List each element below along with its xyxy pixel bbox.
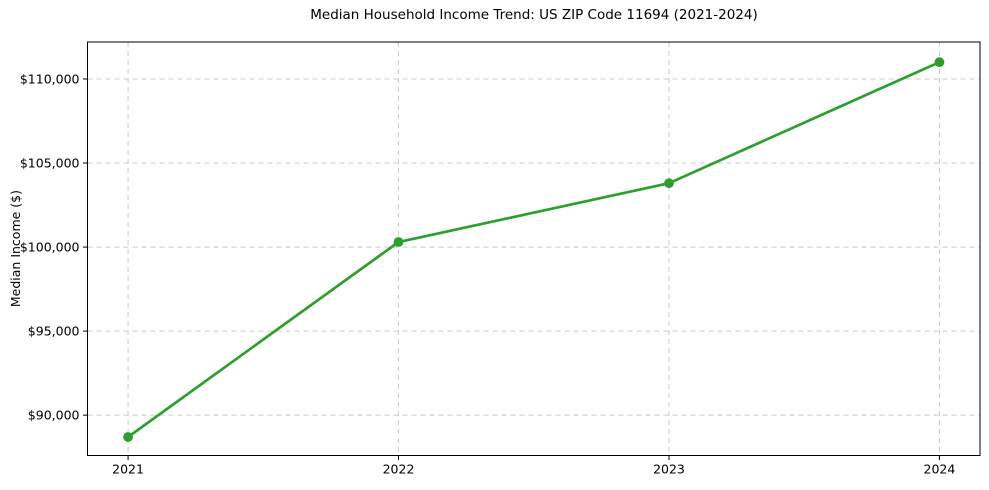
y-tick-label: $110,000 bbox=[20, 71, 80, 86]
x-tick-label: 2024 bbox=[924, 462, 956, 477]
y-tick-label: $95,000 bbox=[28, 324, 80, 339]
data-point bbox=[664, 178, 674, 189]
chart-title: Median Household Income Trend: US ZIP Co… bbox=[310, 7, 758, 23]
plot-border bbox=[87, 41, 981, 456]
data-point bbox=[393, 237, 404, 247]
x-tick-label: 2022 bbox=[383, 462, 415, 477]
data-line bbox=[126, 60, 941, 439]
x-tick-label: 2021 bbox=[112, 462, 144, 477]
y-tick-label: $105,000 bbox=[20, 156, 80, 171]
data-point bbox=[123, 432, 133, 442]
data-point bbox=[934, 57, 945, 68]
x-tick-label: 2023 bbox=[653, 462, 685, 477]
y-tick-label: $90,000 bbox=[28, 408, 80, 423]
y-tick-label: $100,000 bbox=[20, 240, 80, 255]
